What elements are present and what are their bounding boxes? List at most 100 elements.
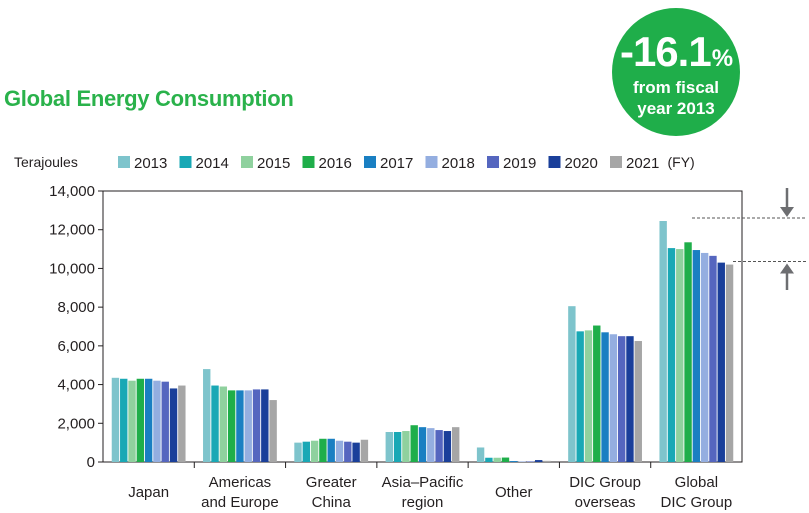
y-tick-label: 8,000 [57,299,95,316]
category-label: Asia–Pacific [382,474,464,491]
legend-swatch-2020 [548,156,561,168]
legend-label-2016: 2016 [319,155,352,172]
category-label: Greater [306,474,357,491]
legend-label-2014: 2014 [196,155,229,172]
bar-2021 [269,400,277,462]
bar-2016 [227,390,236,462]
bar-2016 [501,457,510,462]
bar-2017 [510,461,518,462]
bar-2017 [692,250,701,462]
bar-2018 [153,380,161,462]
bar-2019 [252,389,261,462]
badge-caption-line2: year 2013 [637,99,715,118]
up-arrow-icon [780,263,794,274]
bar-2016 [319,438,327,462]
legend-label-2019: 2019 [503,155,536,172]
bar-2013 [659,221,667,462]
bar-2017 [418,427,427,462]
badge-unit: % [711,45,733,72]
bar-2015 [584,330,593,462]
bar-2019 [435,430,443,462]
reduction-badge: -16.1% from fiscal year 2013 [612,8,740,136]
badge-caption-line1: from fiscal [633,78,719,97]
bar-2014 [302,441,311,462]
badge-value: -16.1% [612,30,740,81]
bar-2017 [144,378,153,462]
legend-swatch-2014 [179,156,192,168]
category-label: overseas [575,494,636,511]
badge-number: -16.1 [619,28,712,75]
bar-2016 [684,242,692,462]
legend-swatch-2017 [364,156,376,168]
category-label: China [312,494,352,511]
bar-2018 [335,440,344,462]
category-label: region [402,494,444,511]
y-tick-label: 0 [87,454,95,471]
category-label: Americas [209,474,272,491]
y-tick-label: 10,000 [49,260,95,277]
bar-2013 [385,432,393,462]
y-tick-label: 6,000 [57,338,95,355]
legend-fy-label: (FY) [668,154,695,170]
bar-2016 [593,325,601,462]
bar-2018 [427,428,435,463]
bar-2020 [443,431,452,462]
legend-label-2020: 2020 [565,155,598,172]
bar-2018 [518,461,526,462]
bar-2017 [601,332,609,462]
bar-2014 [576,331,584,462]
down-arrow-icon [780,207,794,218]
bar-2014 [485,457,493,462]
category-label: DIC Group [661,494,733,511]
bar-2015 [310,440,319,462]
legend-label-2013: 2013 [134,155,167,172]
bar-2021 [725,264,734,462]
bar-2018 [700,252,709,462]
bar-2013 [294,442,302,462]
bar-2015 [676,249,684,462]
bar-2020 [261,389,269,462]
bar-2021 [452,427,460,462]
legend-swatch-2016 [302,156,315,168]
bar-2016 [410,425,418,462]
legend-swatch-2019 [487,156,499,168]
bar-2015 [402,431,410,462]
bar-2017 [327,438,335,462]
legend-label-2018: 2018 [442,155,475,172]
category-label: DIC Group [569,474,641,491]
bar-2019 [344,441,352,462]
bar-2013 [476,447,485,462]
legend-label-2021: 2021 [626,155,659,172]
bar-2014 [667,248,676,462]
legend-label-2017: 2017 [380,155,413,172]
bar-2020 [534,460,543,462]
bar-2019 [617,336,626,462]
bar-2015 [219,386,228,462]
bar-2021 [634,341,642,462]
legend-label-2015: 2015 [257,155,290,172]
bar-2018 [244,390,252,462]
y-tick-label: 14,000 [49,183,95,200]
bar-2013 [203,369,211,462]
bar-2020 [626,336,634,462]
bar-2013 [111,377,120,462]
legend-swatch-2018 [425,156,438,168]
legend-swatch-2021 [610,156,622,168]
bar-2016 [136,378,145,462]
bar-2015 [493,457,501,462]
category-label: Japan [128,484,169,501]
y-tick-label: 4,000 [57,377,95,394]
bar-2021 [178,385,186,462]
bar-2015 [128,380,136,462]
bar-2019 [709,255,717,462]
bar-2019 [161,381,169,462]
chart-title: Global Energy Consumption [4,86,294,111]
bar-2020 [169,388,178,462]
plot-frame [102,190,743,463]
category-label: and Europe [201,494,279,511]
bar-2018 [609,334,618,462]
y-axis-unit-label: Terajoules [14,154,78,170]
bar-2014 [120,378,128,462]
bar-2014 [211,385,219,462]
